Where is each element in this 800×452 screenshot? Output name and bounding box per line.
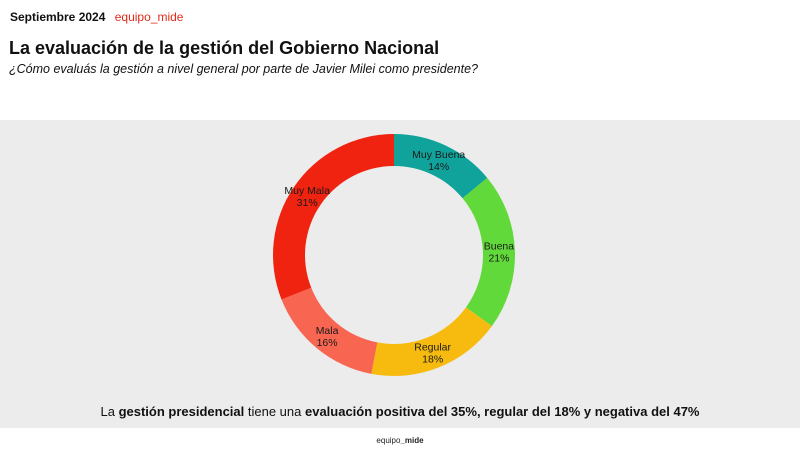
chart-title: La evaluación de la gestión del Gobierno… bbox=[9, 38, 440, 58]
slice-label-mala: Mala 16% bbox=[316, 325, 339, 349]
slice-muy-buena bbox=[394, 134, 488, 199]
donut-chart: Muy Buena 14% Buena 21% Regular 18% Mala 16% Muy… bbox=[273, 134, 515, 376]
caption-text-2: tiene una bbox=[244, 404, 305, 419]
slice-mala bbox=[281, 287, 378, 374]
footer-brand-b: _mide bbox=[400, 436, 424, 445]
slice-label-muy-buena: Muy Buena 14% bbox=[412, 149, 465, 173]
footer-brand-a: equipo bbox=[376, 436, 401, 445]
brand-tag: equipo_mide bbox=[114, 10, 184, 24]
footer-brand: equipo_mide bbox=[0, 436, 800, 445]
slice-label-buena: Buena 21% bbox=[484, 241, 515, 265]
header-bar: Septiembre 2024 equipo_mide bbox=[10, 10, 183, 24]
chart-subtitle: ¿Cómo evaluás la gestión a nivel general… bbox=[9, 62, 479, 76]
slice-muy-mala bbox=[273, 134, 394, 300]
slice-buena bbox=[462, 177, 515, 327]
slice-label-regular: Regular 18% bbox=[414, 342, 451, 366]
caption-bold-2: evaluación positiva del 35%, regular del… bbox=[304, 404, 700, 419]
caption-text-1: La bbox=[100, 404, 119, 419]
report-date: Septiembre 2024 bbox=[10, 10, 106, 24]
chart-caption: La gestión presidencial tiene una evalua… bbox=[0, 404, 800, 419]
slice-regular bbox=[371, 307, 492, 376]
chart-panel: Muy Buena 14% Buena 21% Regular 18% Mala 16% Muy… bbox=[0, 120, 800, 428]
slice-label-muy-mala: Muy Mala 31% bbox=[284, 185, 330, 209]
caption-bold-1: gestión presidencial bbox=[118, 404, 245, 419]
